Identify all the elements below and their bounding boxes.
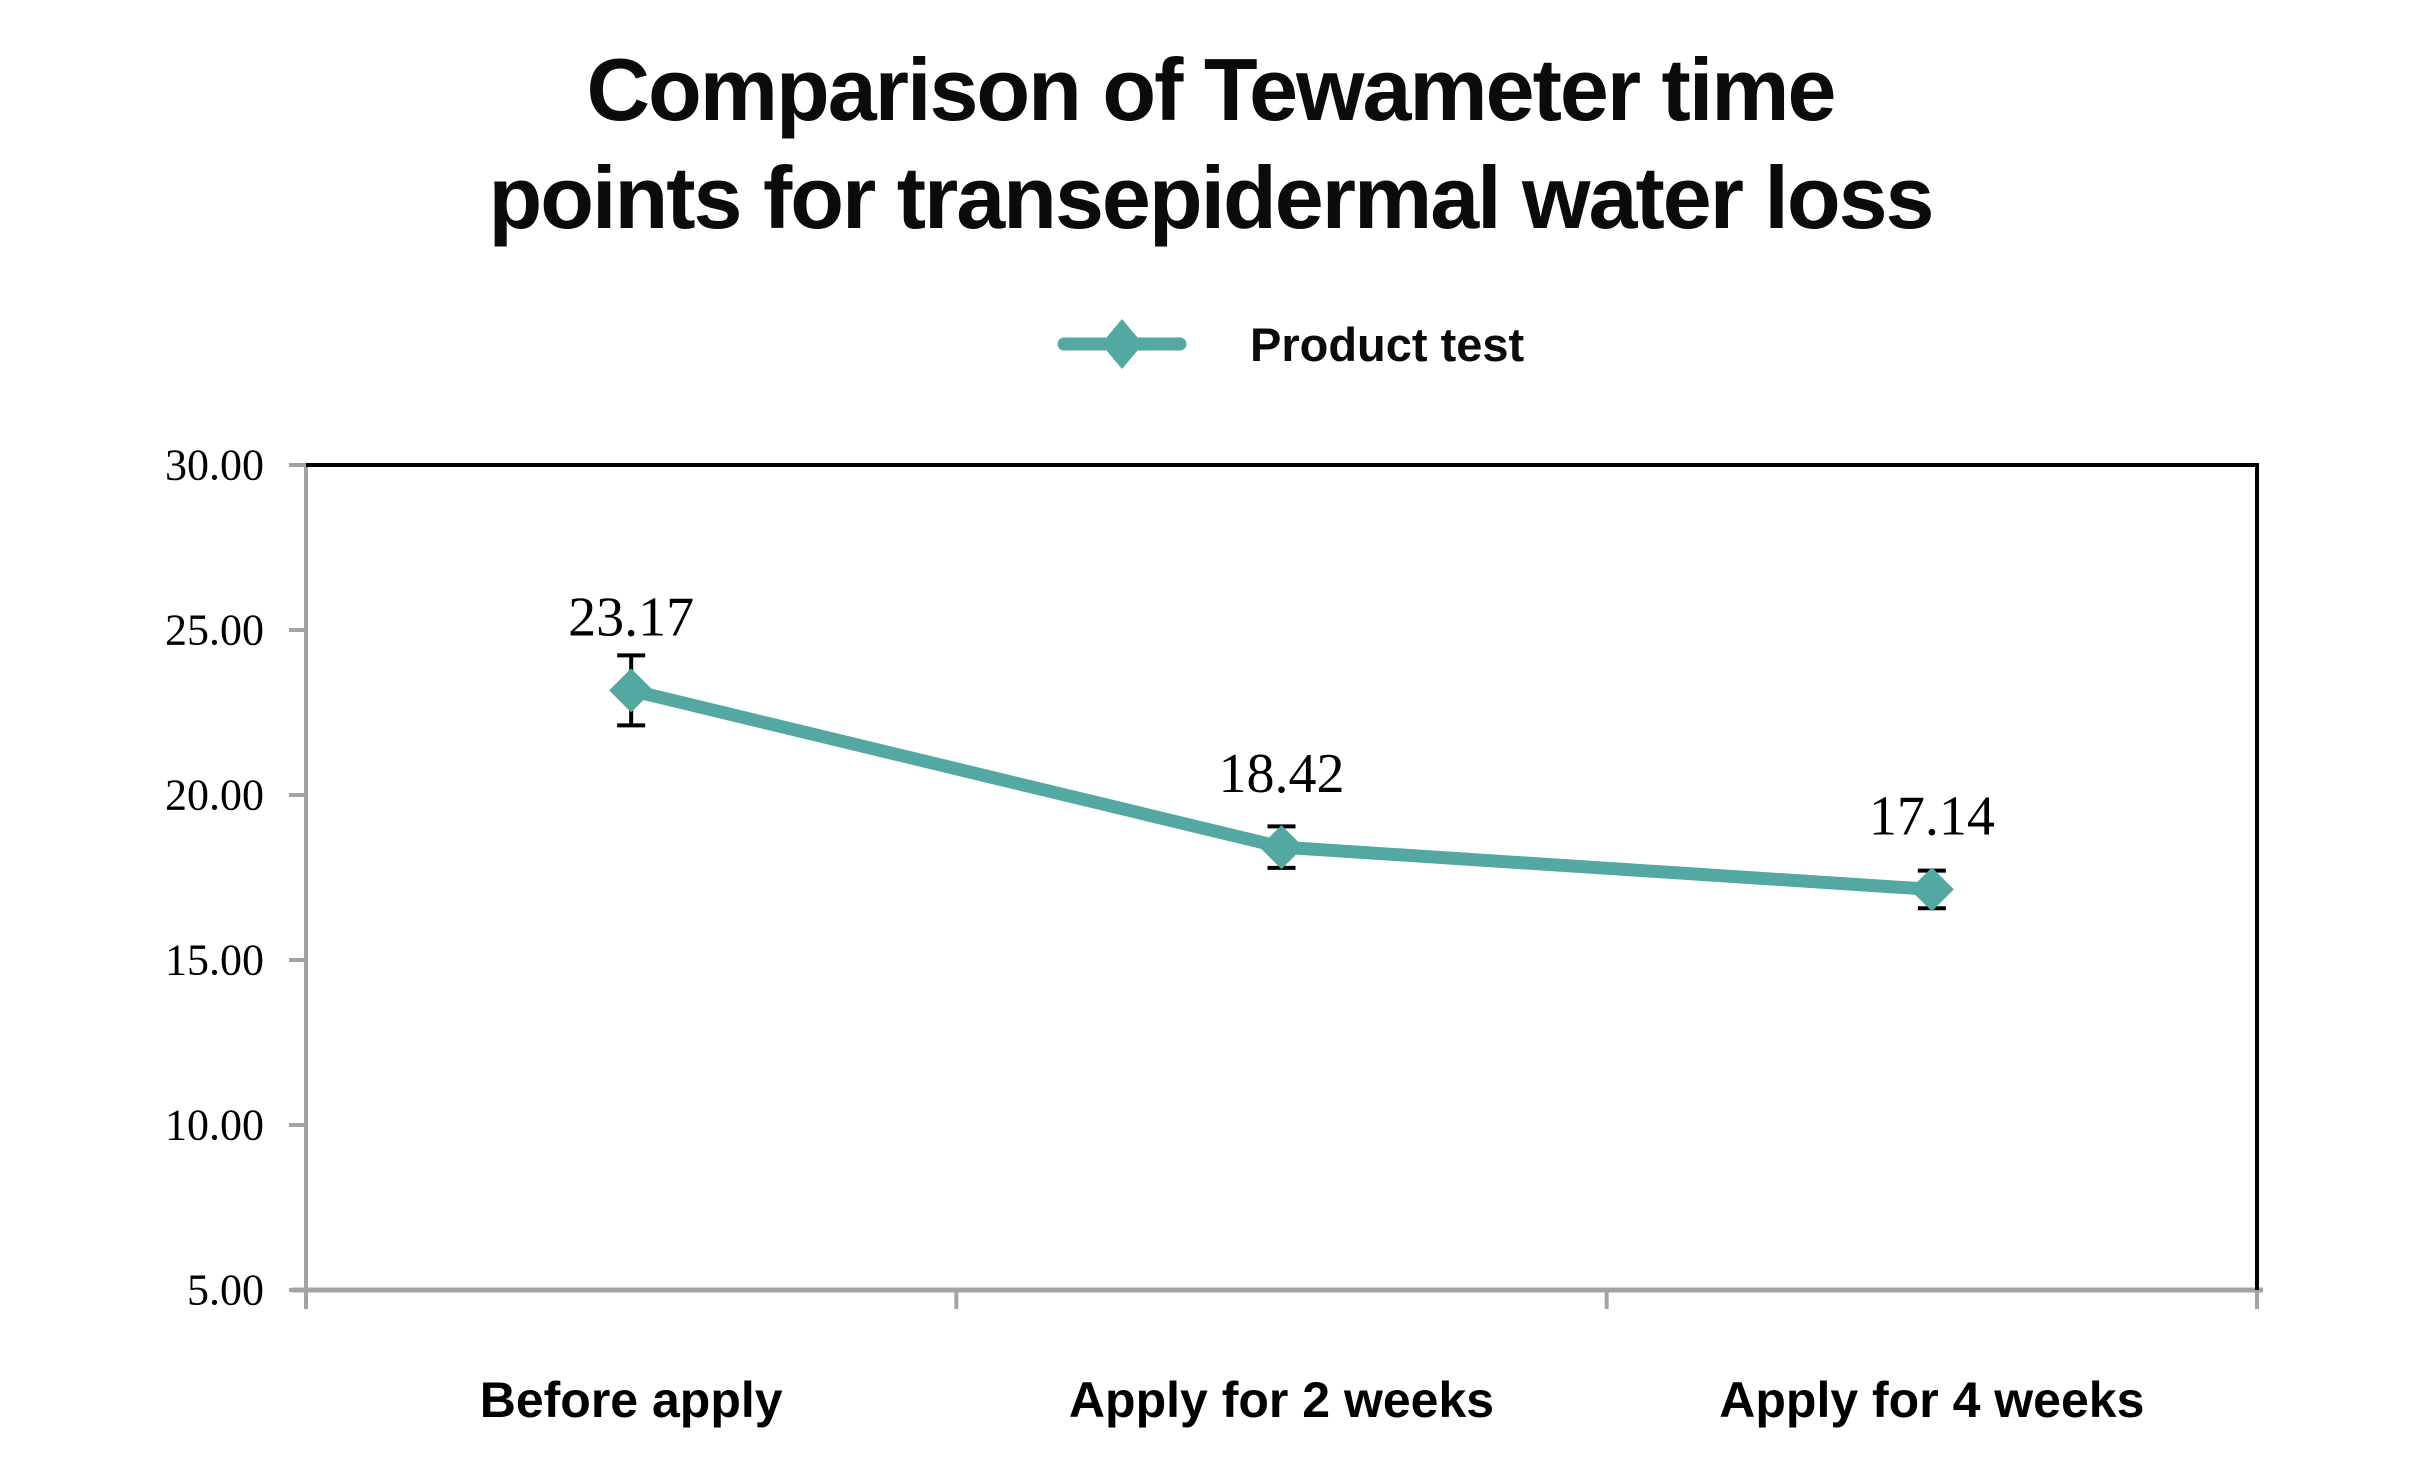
legend-label: Product test (1250, 317, 1525, 371)
chart-title-line-1: Comparison of Tewameter time (586, 40, 1837, 139)
data-point-marker (609, 668, 654, 713)
y-axis-tick-label: 5.00 (187, 1266, 264, 1315)
y-axis-tick-label: 20.00 (165, 771, 264, 820)
legend: Product test (1056, 312, 1524, 376)
y-axis-tick-label: 25.00 (165, 606, 264, 655)
y-axis-tick-label: 30.00 (165, 441, 264, 490)
chart-title: Comparison of Tewameter time points for … (0, 36, 2421, 252)
chart-title-line-2: points for transepidermal water loss (488, 148, 1935, 247)
data-point-marker (1259, 825, 1304, 870)
y-axis-tick-label: 15.00 (165, 936, 264, 985)
legend-series-marker-icon (1057, 319, 1187, 369)
data-point-label: 18.42 (1219, 743, 1345, 805)
x-axis-category-label: Before apply (480, 1372, 783, 1428)
x-axis-category-label: Apply for 4 weeks (1719, 1372, 2144, 1428)
data-point-marker (1909, 867, 1954, 912)
data-point-label: 17.14 (1869, 785, 1995, 847)
data-point-label: 23.17 (568, 586, 694, 648)
x-axis-category-label: Apply for 2 weeks (1069, 1372, 1494, 1428)
y-axis-tick-label: 10.00 (165, 1101, 264, 1150)
